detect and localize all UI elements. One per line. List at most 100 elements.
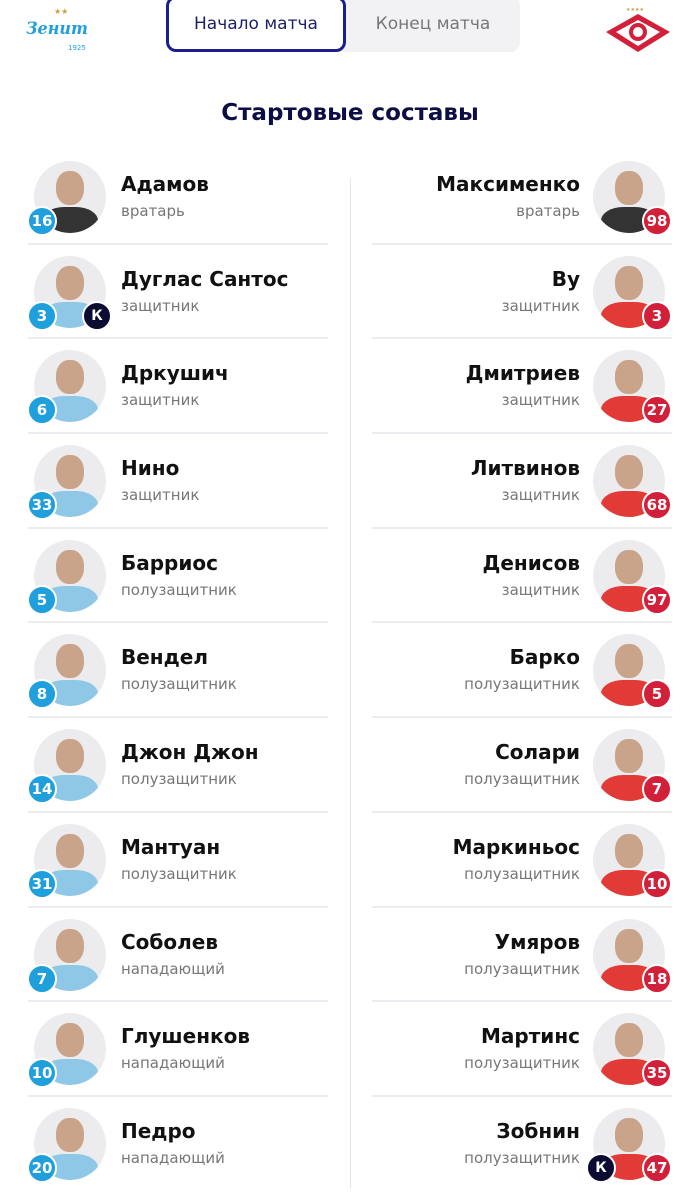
player-name: Адамов [121,172,209,196]
player-row[interactable]: 5 Барко полузащитник [350,623,700,719]
row-divider [372,337,672,340]
row-divider [28,526,328,529]
spartak-logo: ★★★★ [606,7,670,52]
player-row[interactable]: 47 К Зобнин полузащитник [350,1097,700,1192]
player-row[interactable]: 27 Дмитриев защитник [350,339,700,435]
row-divider [372,242,672,245]
player-position: вратарь [516,202,580,220]
player-number-badge: 10 [642,868,672,899]
player-name: Умяров [494,929,580,954]
player-row[interactable]: 35 Мартинс полузащитник [350,1002,700,1097]
player-row[interactable]: 18 Умяров полузащитник [350,908,700,1003]
player-number-badge: 16 [27,206,57,236]
row-divider [28,337,328,340]
player-position: полузащитник [464,959,580,978]
row-divider [372,810,672,813]
player-number-badge: 47 [642,1152,672,1183]
player-number-badge: 68 [642,490,672,521]
player-position: нападающий [121,1148,225,1167]
svg-text:1925: 1925 [68,44,86,52]
player-name: Джон Джон [121,740,259,765]
row-divider [28,432,328,435]
page-title: Стартовые составы [221,100,479,126]
player-row[interactable]: 97 Денисов защитник [350,529,700,624]
player-position: полузащитник [464,1148,580,1167]
player-row[interactable]: 98 Максименко вратарь [350,150,700,245]
player-row[interactable]: 68 Литвинов защитник [350,434,700,529]
player-name: Солари [495,740,580,765]
player-position: полузащитник [121,864,237,883]
player-position: нападающий [121,959,225,978]
player-position: полузащитник [464,864,580,883]
player-row[interactable]: 14 Джон Джон полузащитник [0,718,350,813]
player-position: вратарь [121,202,185,220]
player-number-badge: 6 [27,395,57,426]
row-divider [28,242,328,245]
row-divider [372,432,672,435]
player-name: Вендел [121,645,208,670]
player-number-badge: 3 [27,300,57,331]
row-divider [28,810,328,813]
player-position: защитник [501,296,580,315]
player-position: защитник [121,486,200,505]
svg-text:★★★★: ★★★★ [626,7,644,13]
player-number-badge: 7 [642,774,672,805]
player-number-badge: 98 [642,206,672,236]
player-row[interactable]: 5 Барриос полузащитник [0,529,350,624]
player-number-badge: 97 [642,584,672,615]
player-number-badge: 10 [27,1058,57,1089]
player-number-badge: 8 [27,679,57,710]
player-row[interactable]: 3 К Дуглас Сантос защитник [0,245,350,340]
player-row[interactable]: 8 Вендел полузащитник [0,623,350,719]
player-name: Дуглас Сантос [121,266,289,291]
player-row[interactable]: 7 Солари полузащитник [350,718,700,813]
player-number-badge: 5 [642,679,672,710]
player-number-badge: 20 [27,1152,57,1183]
player-photo [593,255,665,328]
player-number-badge: 14 [27,774,57,805]
player-name: Дркушич [121,361,229,386]
player-name: Денисов [482,550,580,575]
row-divider [372,716,672,719]
player-row[interactable]: 31 Мантуан полузащитник [0,813,350,908]
player-name: Дмитриев [465,361,580,386]
home-lineup: 16 Адамов вратарь 3 К Дуглас Сантос защи… [0,150,350,1192]
tab-match-end[interactable]: Конец матча [375,14,491,34]
player-row[interactable]: 10 Глушенков нападающий [0,1002,350,1097]
player-row[interactable]: 6 Дркушич защитник [0,339,350,435]
row-divider [372,1000,672,1003]
player-position: полузащитник [121,770,237,789]
player-name: Литвинов [470,456,580,481]
player-name: Маркиньос [452,834,580,859]
tab-match-start[interactable]: Начало матча [166,0,346,52]
player-position: полузащитник [121,675,237,694]
player-photo [593,445,665,518]
row-divider [28,1000,328,1003]
player-row[interactable]: 3 Ву защитник [350,245,700,340]
zenit-logo: ★★ Зенит 1925 [26,7,88,52]
player-number-badge: 31 [27,868,57,899]
player-position: защитник [121,391,200,410]
player-name: Мантуан [121,834,221,859]
player-row[interactable]: 16 Адамов вратарь [0,150,350,245]
player-row[interactable]: 10 Маркиньос полузащитник [350,813,700,908]
player-name: Зобнин [496,1118,580,1143]
row-divider [28,1094,328,1097]
player-row[interactable]: 20 Педро нападающий [0,1097,350,1192]
player-number-badge: 7 [27,963,57,994]
svg-text:Зенит: Зенит [26,19,88,39]
player-name: Педро [121,1118,196,1143]
player-position: защитник [501,486,580,505]
row-divider [372,526,672,529]
player-name: Мартинс [481,1024,580,1049]
player-number-badge: 33 [27,490,57,521]
row-divider [372,905,672,908]
player-number-badge: 5 [27,584,57,615]
player-number-badge: 35 [642,1058,672,1089]
player-position: защитник [121,296,200,315]
player-name: Соболев [121,929,218,954]
player-number-badge: 3 [642,300,672,331]
player-position: полузащитник [464,770,580,789]
player-row[interactable]: 33 Нино защитник [0,434,350,529]
player-row[interactable]: 7 Соболев нападающий [0,908,350,1003]
